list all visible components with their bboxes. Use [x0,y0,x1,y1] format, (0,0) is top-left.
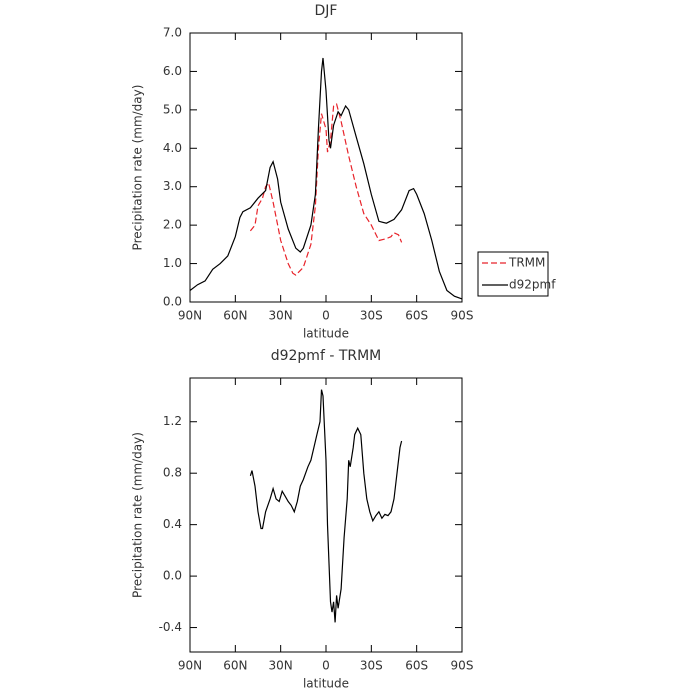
x-tick-label: 30N [269,309,293,323]
x-tick-label: 0 [322,309,330,323]
y-axis-label: Precipitation rate (mm/day) [131,432,145,598]
y-tick-label: 7.0 [163,26,182,40]
x-tick-label: 90S [451,309,474,323]
x-tick-label: 60S [405,309,428,323]
y-tick-label: 2.0 [163,218,182,232]
y-tick-label: -0.4 [159,620,182,634]
data-line [189,57,463,300]
x-axis-label: latitude [303,677,349,691]
y-tick-label: 3.0 [163,179,182,193]
x-tick-label: 90S [451,659,474,673]
y-tick-label: 5.0 [163,102,182,116]
y-tick-label: 1.0 [163,256,182,270]
plot-frame [189,32,463,303]
y-tick-label: 0.0 [163,569,182,583]
x-tick-label: 30N [269,659,293,673]
y-tick-label: 0.8 [163,466,182,480]
x-tick-label: 60S [405,659,428,673]
data-line [249,389,403,623]
y-tick-label: 1.2 [163,414,182,428]
legend-label: d92pmf [509,278,556,292]
chart-title: d92pmf - TRMM [271,348,382,364]
legend-label: TRMM [508,256,545,270]
x-tick-label: 30S [360,309,383,323]
y-tick-label: 4.0 [163,141,182,155]
plot-frame [189,377,463,653]
x-tick-label: 90N [178,309,202,323]
x-tick-label: 30S [360,659,383,673]
x-tick-label: 60N [223,659,247,673]
y-tick-label: 0.0 [163,295,182,309]
legend-box [477,251,549,297]
y-axis-label: Precipitation rate (mm/day) [131,85,145,251]
chart-title: DJF [315,3,338,19]
x-tick-label: 90N [178,659,202,673]
x-tick-label: 60N [223,309,247,323]
y-tick-label: 6.0 [163,64,182,78]
y-tick-label: 0.4 [163,517,182,531]
x-axis-label: latitude [303,327,349,341]
data-line [249,103,403,276]
x-tick-label: 0 [322,659,330,673]
